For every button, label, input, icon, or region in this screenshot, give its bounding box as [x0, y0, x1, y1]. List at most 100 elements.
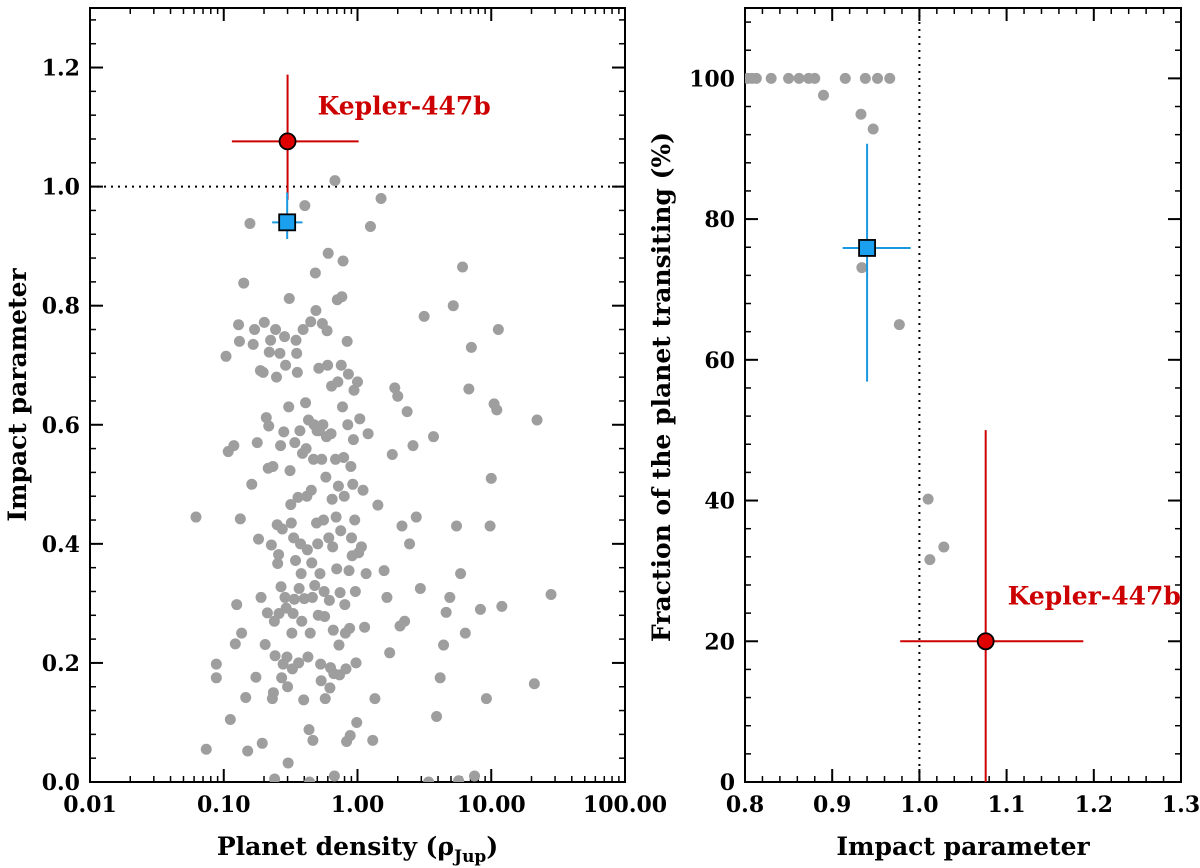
left-data-point — [364, 221, 376, 233]
left-data-point — [298, 593, 310, 605]
right-xtick-label: 1.3 — [1162, 792, 1200, 818]
left-data-point — [492, 324, 504, 336]
right-data-point — [793, 72, 805, 84]
left-data-point — [344, 730, 356, 742]
left-data-point — [323, 594, 335, 606]
left-data-point — [347, 434, 359, 446]
left-data-point — [354, 413, 366, 425]
left-data-point — [272, 557, 284, 569]
left-data-point — [282, 681, 294, 693]
left-data-point — [306, 557, 318, 569]
left-data-point — [257, 366, 269, 378]
right-xtick-label: 1.1 — [987, 792, 1025, 818]
right-data-point — [872, 72, 884, 84]
left-data-point — [275, 581, 287, 593]
left-data-point — [369, 693, 381, 705]
right-data-point — [924, 554, 936, 566]
left-data-point — [320, 471, 332, 483]
left-data-point — [283, 401, 295, 413]
left-data-point — [249, 324, 261, 336]
left-data-point — [305, 316, 317, 328]
left-data-point — [335, 525, 347, 537]
left-data-point — [247, 338, 259, 350]
right-xtick-label: 1.2 — [1075, 792, 1113, 818]
left-data-point — [273, 549, 285, 561]
left-data-point — [324, 682, 336, 694]
left-data-point — [228, 440, 240, 452]
left-data-point — [291, 347, 303, 359]
left-data-point — [282, 757, 294, 769]
left-data-point — [298, 694, 310, 706]
left-data-point — [334, 587, 346, 599]
left-data-point — [299, 200, 311, 212]
left-data-point — [331, 563, 343, 575]
left-data-point — [303, 724, 315, 736]
left-data-point — [231, 599, 243, 611]
left-data-point — [496, 600, 508, 612]
left-data-point — [261, 607, 273, 619]
left-data-point — [287, 608, 299, 620]
right-data-point — [938, 541, 950, 553]
left-data-point — [289, 437, 301, 449]
left-data-point — [414, 583, 426, 594]
left-data-point — [404, 538, 416, 550]
left-data-point — [250, 671, 262, 683]
left-data-point — [286, 627, 298, 639]
left-data-point — [480, 693, 492, 705]
left-data-point — [330, 511, 342, 523]
left-data-point — [427, 431, 439, 443]
left-data-point — [240, 691, 252, 703]
left-data-point — [190, 511, 202, 523]
left-data-point — [318, 585, 330, 597]
left-data-point — [263, 346, 275, 358]
left-ytick-label: 0.4 — [42, 532, 80, 558]
left-data-point — [344, 622, 356, 634]
left-data-point — [326, 493, 338, 505]
left-data-point — [309, 267, 321, 279]
left-kepler-447b-marker-group — [231, 74, 359, 200]
left-data-point — [352, 376, 363, 388]
left-blue-square-point — [278, 213, 297, 232]
left-ytick-label: 0.8 — [42, 294, 80, 320]
left-data-point — [242, 745, 254, 757]
left-data-point — [401, 406, 413, 418]
left-data-point — [346, 532, 358, 544]
left-data-point — [233, 319, 245, 331]
left-data-point — [345, 460, 357, 472]
right-y-axis-label: Fraction of the planet transiting (%) — [647, 132, 676, 642]
left-panel: 0.01 0.10 1.00 10.00 100.00 0.0 0.2 0.4 0.6 0.8 1.… — [3, 7, 667, 867]
left-data-point — [333, 639, 345, 651]
left-data-point — [531, 414, 543, 426]
left-data-points — [190, 175, 557, 782]
left-data-point — [440, 606, 452, 618]
right-data-point — [867, 123, 879, 135]
left-data-point — [327, 541, 339, 553]
left-data-point — [528, 678, 540, 690]
left-data-point — [256, 737, 268, 749]
left-data-point — [233, 335, 245, 347]
left-data-point — [271, 371, 283, 383]
left-data-point — [349, 585, 361, 597]
left-data-point — [434, 672, 446, 684]
left-data-point — [343, 565, 355, 577]
left-data-point — [244, 218, 256, 230]
right-kepler-447b-label: Kepler-447b — [1008, 581, 1181, 610]
left-data-point — [285, 499, 297, 511]
left-data-point — [342, 419, 354, 431]
left-data-point — [265, 334, 277, 346]
left-data-point — [259, 638, 271, 650]
left-data-point — [423, 776, 435, 782]
left-data-point — [327, 624, 339, 636]
left-data-point — [350, 657, 362, 669]
right-plot-frame — [744, 7, 1182, 783]
left-data-point — [396, 520, 408, 532]
left-x-axis-label-close: ) — [486, 832, 498, 861]
left-data-point — [351, 716, 363, 728]
left-data-point — [297, 324, 309, 336]
left-x-axis-label-main: Planet density ( — [217, 832, 438, 861]
right-data-point — [856, 262, 868, 274]
left-data-point — [263, 420, 275, 432]
left-xtick-label: 0.10 — [197, 792, 251, 818]
left-data-point — [281, 651, 293, 663]
left-data-point — [315, 675, 327, 687]
